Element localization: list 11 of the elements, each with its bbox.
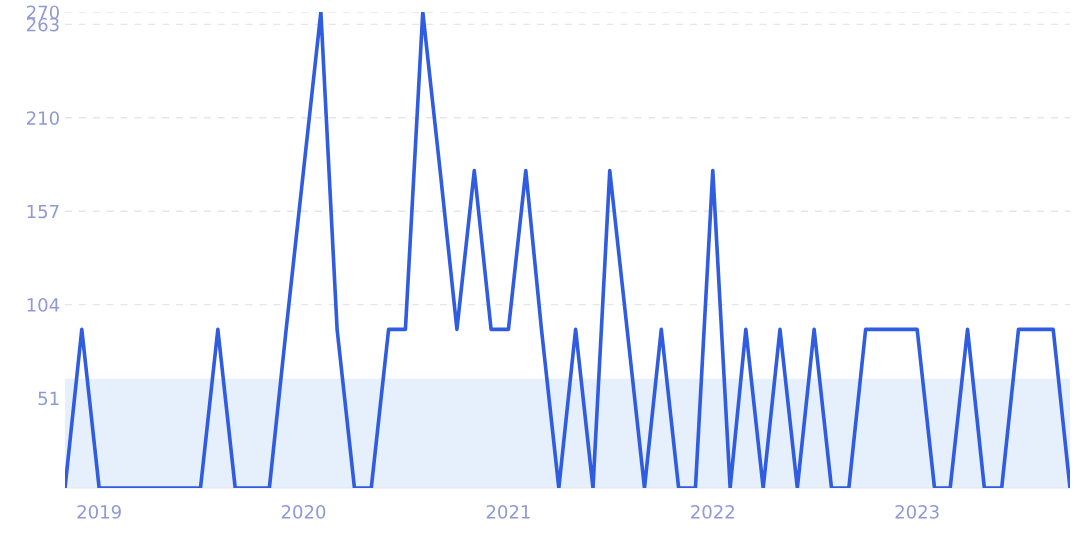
x-tick-label: 2023 (895, 504, 939, 519)
x-tick-label: 2021 (486, 504, 530, 519)
line-series (65, 12, 1070, 488)
x-tick-label: 2019 (77, 504, 121, 519)
y-tick-label: 51 (38, 391, 59, 406)
x-tick-label: 2020 (281, 504, 326, 519)
y-tick-label: 157 (27, 204, 59, 219)
x-tick-label: 2022 (691, 504, 734, 519)
y-tick-label: 263 (27, 17, 59, 32)
y-tick-label: 210 (27, 111, 59, 125)
y-tick-label: 104 (27, 298, 60, 312)
